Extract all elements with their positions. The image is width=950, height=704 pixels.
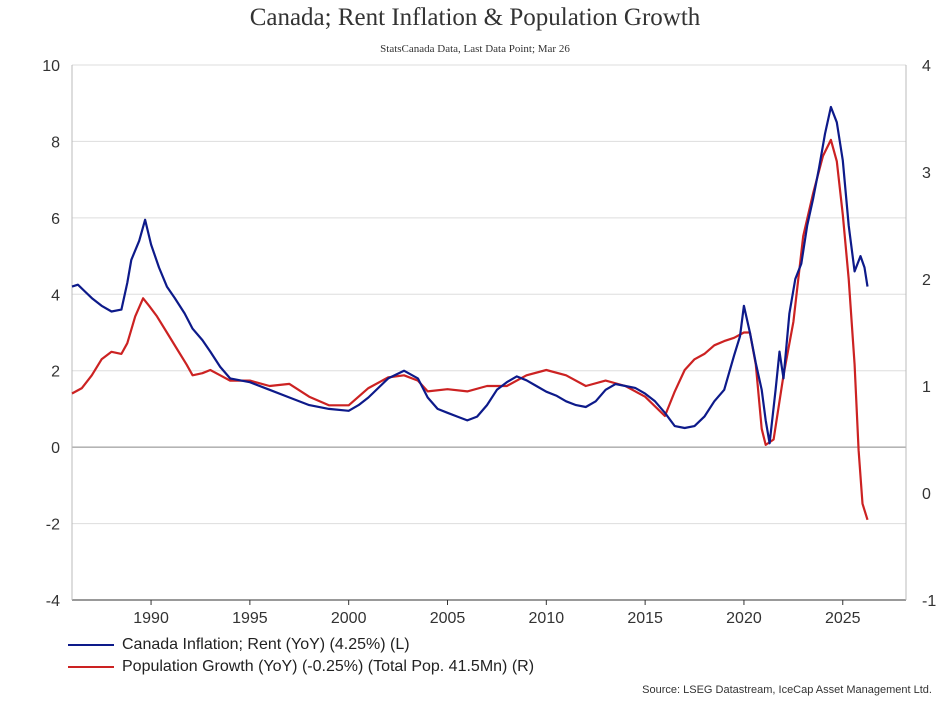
x-tick-label: 2020 xyxy=(726,610,762,627)
x-tick-label: 1995 xyxy=(232,610,268,627)
y-left-tick-label: 6 xyxy=(51,211,60,228)
y-left-tick-label: 0 xyxy=(51,440,60,457)
x-tick-label: 2010 xyxy=(529,610,565,627)
legend-label-rent: Canada Inflation; Rent (YoY) (4.25%) (L) xyxy=(122,636,410,653)
y-left-tick-label: 4 xyxy=(51,287,60,304)
source-note: Source: LSEG Datastream, IceCap Asset Ma… xyxy=(642,684,932,696)
legend-swatch-rent xyxy=(68,644,114,646)
legend: Canada Inflation; Rent (YoY) (4.25%) (L)… xyxy=(68,634,534,678)
x-tick-label: 2015 xyxy=(627,610,663,627)
chart-title: Canada; Rent Inflation & Population Grow… xyxy=(249,4,701,31)
y-right-tick-label: 0 xyxy=(922,486,931,503)
y-right-tick-label: 1 xyxy=(922,379,931,396)
y-right-tick-label: -1 xyxy=(922,593,936,610)
x-tick-label: 1990 xyxy=(133,610,169,627)
series-line-rent xyxy=(71,105,869,445)
x-tick-label: 2000 xyxy=(331,610,367,627)
legend-item-population: Population Growth (YoY) (-0.25%) (Total … xyxy=(68,656,534,678)
x-tick-label: 2025 xyxy=(825,610,861,627)
x-tick-label: 2005 xyxy=(430,610,466,627)
y-left-tick-label: -4 xyxy=(46,593,60,610)
y-left-tick-label: 10 xyxy=(42,58,60,75)
legend-label-population: Population Growth (YoY) (-0.25%) (Total … xyxy=(122,658,535,675)
y-left-tick-label: 8 xyxy=(51,134,60,151)
y-right-tick-label: 3 xyxy=(922,165,931,182)
y-right-tick-label: 2 xyxy=(922,272,931,289)
series-line-population xyxy=(71,138,869,521)
y-left-tick-label: -2 xyxy=(46,517,60,534)
y-right-tick-label: 4 xyxy=(922,58,931,75)
legend-swatch-population xyxy=(68,666,114,668)
legend-item-rent: Canada Inflation; Rent (YoY) (4.25%) (L) xyxy=(68,634,534,656)
chart-subtitle: StatsCanada Data, Last Data Point; Mar 2… xyxy=(380,43,570,55)
y-left-tick-label: 2 xyxy=(51,364,60,381)
